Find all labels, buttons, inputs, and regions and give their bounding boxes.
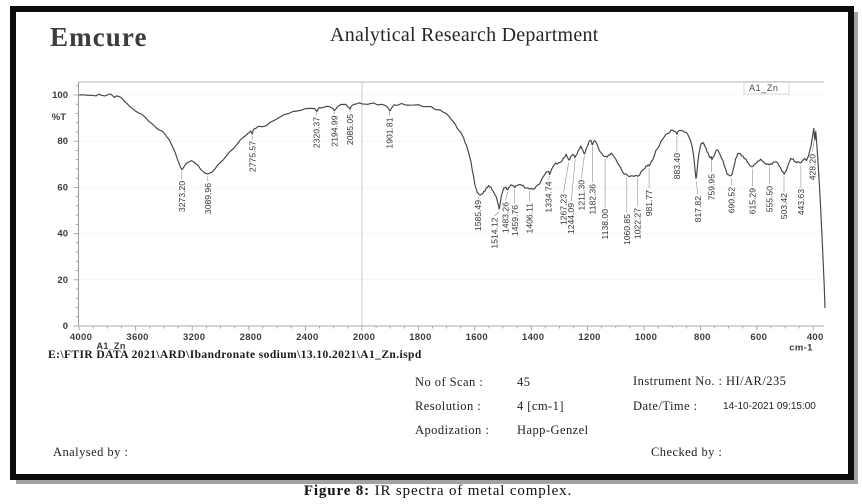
svg-text:428.20: 428.20	[808, 154, 818, 181]
svg-text:800: 800	[694, 332, 711, 343]
svg-text:883.40: 883.40	[672, 153, 682, 180]
svg-text:400: 400	[807, 332, 824, 343]
svg-text:3273.20: 3273.20	[177, 181, 187, 212]
svg-text:2400: 2400	[296, 332, 318, 343]
svg-text:2320.37: 2320.37	[312, 117, 322, 148]
svg-text:1182.36: 1182.36	[588, 184, 598, 215]
svg-text:4000: 4000	[70, 332, 92, 343]
svg-text:2800: 2800	[240, 332, 262, 343]
svg-text:40: 40	[57, 229, 68, 240]
svg-text:615.29: 615.29	[748, 188, 758, 215]
svg-text:1406.11: 1406.11	[525, 203, 535, 234]
svg-text:1901.81: 1901.81	[385, 117, 395, 148]
svg-text:3089.96: 3089.96	[203, 183, 213, 214]
svg-text:817.82: 817.82	[693, 196, 703, 223]
svg-text:20: 20	[57, 275, 68, 286]
svg-text:1138.00: 1138.00	[600, 209, 610, 240]
svg-text:A1_Zn: A1_Zn	[97, 341, 126, 351]
svg-text:3200: 3200	[183, 332, 205, 343]
svg-text:1060.85: 1060.85	[622, 214, 632, 245]
svg-text:1585.49: 1585.49	[473, 200, 483, 231]
svg-text:1244.09: 1244.09	[566, 203, 576, 234]
svg-text:555.50: 555.50	[764, 186, 774, 213]
svg-text:1514.12: 1514.12	[490, 217, 500, 248]
svg-text:1022.27: 1022.27	[633, 208, 643, 239]
svg-text:1200: 1200	[578, 332, 600, 343]
svg-text:2000: 2000	[353, 332, 375, 343]
svg-text:1483.26: 1483.26	[501, 202, 511, 233]
svg-text:100: 100	[52, 90, 68, 101]
svg-text:cm-1: cm-1	[789, 343, 813, 354]
svg-text:2085.05: 2085.05	[345, 114, 355, 145]
svg-text:1000: 1000	[635, 332, 657, 343]
svg-text:1800: 1800	[409, 332, 431, 343]
svg-text:60: 60	[57, 182, 68, 193]
svg-text:759.95: 759.95	[707, 174, 717, 201]
svg-text:2194.99: 2194.99	[329, 115, 339, 146]
svg-text:3600: 3600	[126, 332, 148, 343]
svg-text:2775.57: 2775.57	[247, 141, 257, 172]
svg-text:981.77: 981.77	[644, 190, 654, 217]
svg-text:0: 0	[63, 321, 68, 332]
svg-text:690.52: 690.52	[726, 187, 736, 214]
svg-text:80: 80	[57, 136, 68, 147]
svg-text:1459.76: 1459.76	[510, 205, 520, 236]
svg-text:1267.23: 1267.23	[559, 194, 569, 225]
svg-text:1600: 1600	[466, 332, 488, 343]
svg-text:1334.74: 1334.74	[544, 181, 554, 212]
svg-text:443.63: 443.63	[796, 189, 806, 216]
svg-text:1400: 1400	[522, 332, 544, 343]
svg-text:503.42: 503.42	[779, 193, 789, 220]
svg-text:1211.30: 1211.30	[576, 180, 586, 211]
svg-text:%T: %T	[52, 112, 66, 123]
svg-text:600: 600	[750, 332, 767, 343]
svg-text:A1_Zn: A1_Zn	[749, 83, 779, 93]
